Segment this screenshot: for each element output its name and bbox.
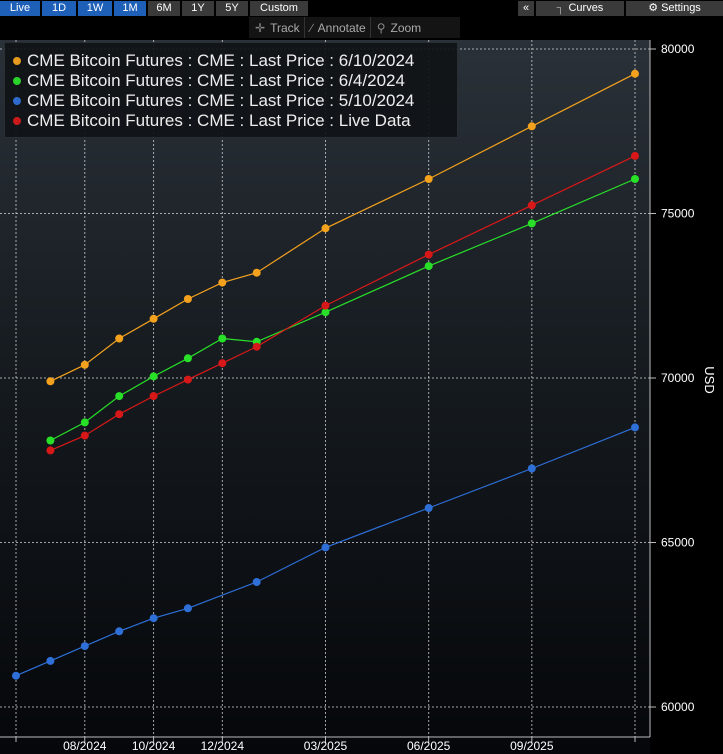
- y-tick-label: 70000: [661, 371, 695, 385]
- annotate-label: Annotate: [317, 20, 366, 35]
- chart-tools: ✛ Track ∕ Annotate ⚲ Zoom: [249, 17, 460, 38]
- annotate-button[interactable]: ∕ Annotate: [305, 17, 371, 38]
- track-button[interactable]: ✛ Track: [249, 17, 305, 38]
- legend: CME Bitcoin Futures : CME : Last Price :…: [4, 42, 458, 138]
- data-point: [46, 446, 55, 455]
- data-point: [321, 543, 330, 552]
- toolbar: Live 1D 1W 1M 6M 1Y 5Y Custom « ┐ Curves …: [0, 0, 723, 17]
- data-point: [321, 224, 330, 233]
- range-button-1m[interactable]: 1M: [114, 1, 146, 16]
- range-button-5y[interactable]: 5Y: [216, 1, 248, 16]
- data-point: [631, 175, 639, 183]
- x-tick-label: 10/2024: [132, 739, 176, 753]
- legend-marker: [13, 97, 21, 105]
- y-tick-label: 80000: [661, 42, 695, 56]
- curves-button[interactable]: ┐ Curves: [536, 1, 624, 16]
- data-point: [252, 578, 261, 586]
- data-point: [46, 377, 55, 386]
- legend-label: CME Bitcoin Futures : CME : Last Price :…: [27, 51, 415, 70]
- data-point: [80, 360, 89, 369]
- data-point: [183, 354, 192, 363]
- track-label: Track: [270, 20, 300, 35]
- data-point: [115, 392, 124, 401]
- data-point: [424, 504, 433, 512]
- settings-label: Settings: [661, 2, 701, 14]
- data-point: [424, 250, 433, 259]
- range-button-1w[interactable]: 1W: [78, 1, 112, 16]
- data-point: [527, 219, 536, 228]
- data-point: [631, 151, 639, 160]
- pencil-icon: ∕: [310, 20, 313, 35]
- data-point: [252, 342, 261, 351]
- x-tick-label: 09/2025: [510, 739, 554, 753]
- data-point: [12, 671, 20, 680]
- data-point: [149, 372, 158, 381]
- data-point: [321, 308, 330, 317]
- data-point: [218, 359, 227, 368]
- data-point: [252, 268, 261, 277]
- data-point: [424, 262, 433, 271]
- legend-entry[interactable]: CME Bitcoin Futures : CME : Last Price :…: [13, 91, 414, 111]
- y-tick-label: 60000: [661, 700, 695, 714]
- crosshair-icon: ✛: [255, 20, 266, 35]
- x-tick-label: 03/2025: [304, 739, 348, 753]
- data-point: [149, 314, 158, 323]
- data-point: [80, 418, 89, 427]
- legend-marker: [13, 57, 21, 65]
- data-point: [115, 410, 124, 419]
- legend-marker: [13, 77, 21, 85]
- data-point: [527, 122, 536, 131]
- legend-label: CME Bitcoin Futures : CME : Last Price :…: [27, 111, 411, 130]
- legend-entry[interactable]: CME Bitcoin Futures : CME : Last Price :…: [13, 71, 405, 91]
- data-point: [149, 614, 158, 623]
- x-tick-label: 06/2025: [407, 739, 451, 753]
- range-button-1d[interactable]: 1D: [42, 1, 76, 16]
- data-point: [46, 656, 55, 665]
- x-tick-label: 12/2024: [201, 739, 245, 753]
- data-point: [631, 69, 639, 78]
- data-point: [80, 642, 89, 651]
- data-point: [424, 175, 433, 183]
- series-line-1: [50, 178, 636, 442]
- range-button-6m[interactable]: 6M: [148, 1, 180, 16]
- data-point: [527, 464, 536, 473]
- legend-entry[interactable]: CME Bitcoin Futures : CME : Last Price :…: [13, 111, 411, 131]
- legend-label: CME Bitcoin Futures : CME : Last Price :…: [27, 71, 405, 90]
- magnifier-icon: ⚲: [376, 20, 386, 35]
- range-button-custom[interactable]: Custom: [250, 1, 308, 16]
- legend-entry[interactable]: CME Bitcoin Futures : CME : Last Price :…: [13, 51, 414, 71]
- legend-marker: [13, 117, 21, 125]
- curves-icon: ┐: [556, 2, 565, 14]
- data-point: [149, 392, 158, 401]
- zoom-button[interactable]: ⚲ Zoom: [371, 17, 425, 38]
- settings-button[interactable]: ⚙ Settings: [626, 1, 723, 16]
- data-point: [115, 334, 124, 343]
- y-axis-label: USD: [702, 366, 717, 393]
- data-point: [321, 301, 330, 310]
- data-point: [46, 436, 55, 445]
- collapse-button[interactable]: «: [518, 1, 534, 16]
- legend-label: CME Bitcoin Futures : CME : Last Price :…: [27, 91, 415, 110]
- y-tick-label: 75000: [661, 207, 695, 221]
- zoom-label: Zoom: [390, 20, 422, 35]
- data-point: [218, 334, 227, 343]
- range-button-1y[interactable]: 1Y: [182, 1, 214, 16]
- data-point: [80, 431, 89, 440]
- data-point: [183, 604, 192, 613]
- x-tick-label: 08/2024: [63, 739, 107, 753]
- data-point: [183, 295, 192, 303]
- gear-icon: ⚙: [648, 2, 659, 14]
- data-point: [631, 423, 639, 432]
- data-point: [183, 375, 192, 384]
- data-point: [115, 627, 124, 636]
- data-point: [218, 278, 227, 287]
- curves-label: Curves: [568, 2, 604, 14]
- data-point: [527, 201, 536, 210]
- y-tick-label: 65000: [661, 536, 695, 550]
- series-line-3: [50, 155, 636, 451]
- range-button-live[interactable]: Live: [0, 1, 40, 16]
